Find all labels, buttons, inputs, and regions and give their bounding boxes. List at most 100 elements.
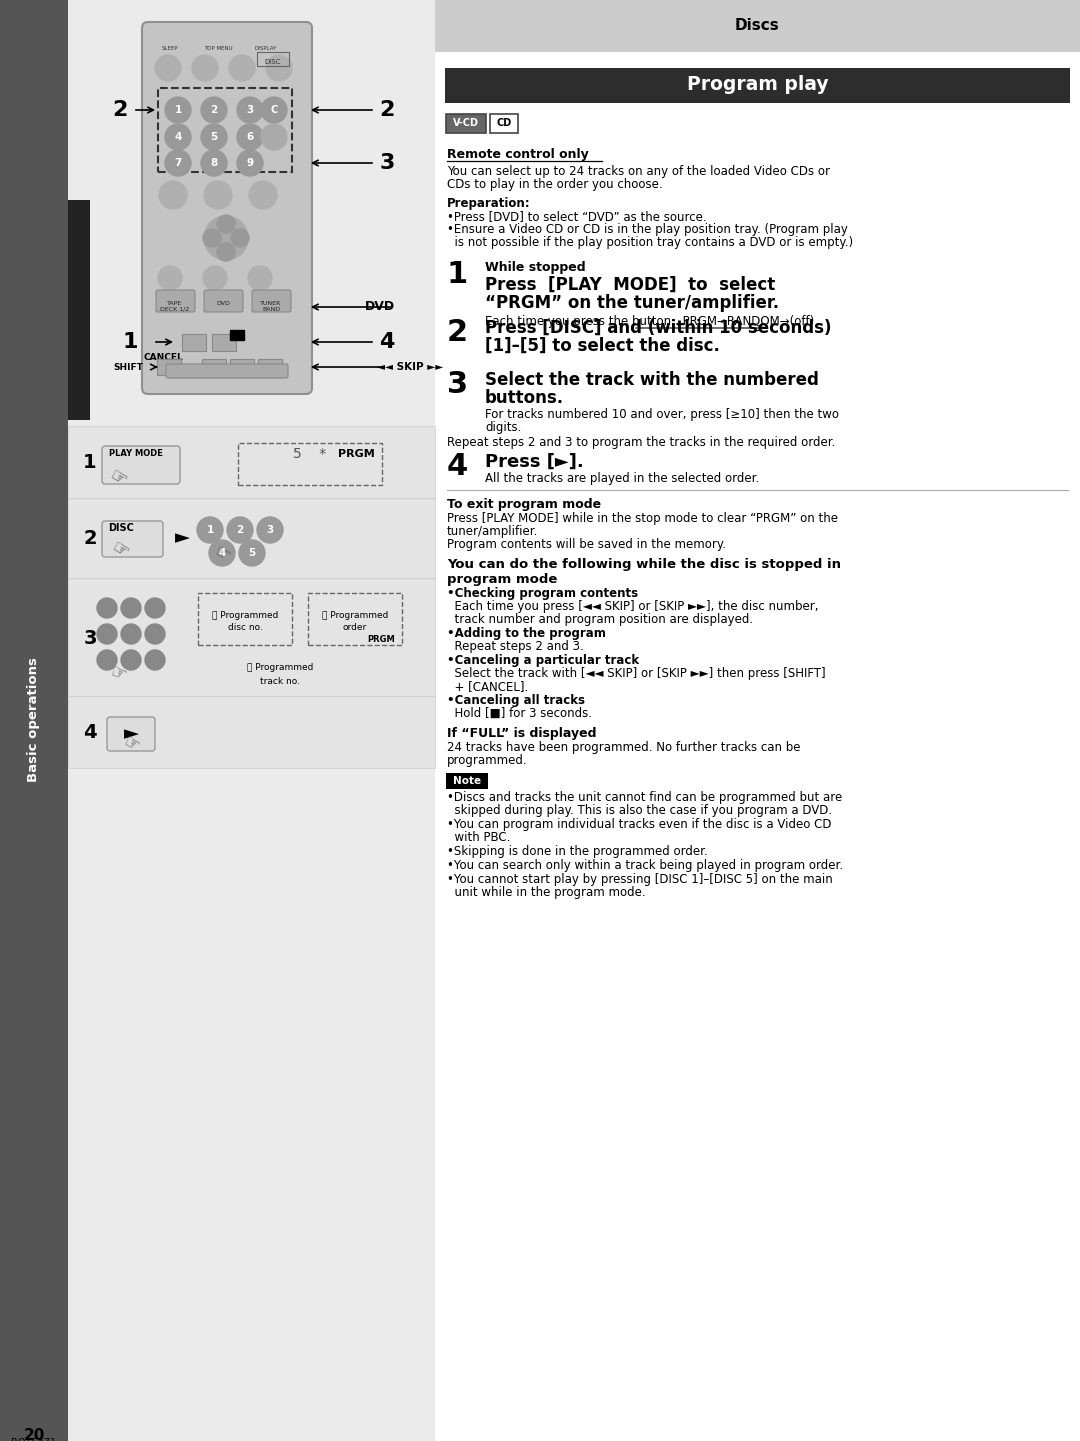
Text: program mode: program mode bbox=[447, 574, 557, 586]
Circle shape bbox=[121, 624, 141, 644]
FancyBboxPatch shape bbox=[68, 696, 435, 768]
FancyBboxPatch shape bbox=[212, 334, 237, 352]
Circle shape bbox=[97, 624, 117, 644]
Text: •You cannot start play by pressing [DISC 1]–[DISC 5] on the main: •You cannot start play by pressing [DISC… bbox=[447, 873, 833, 886]
Circle shape bbox=[229, 55, 255, 81]
Text: TAPE
DECK 1/2: TAPE DECK 1/2 bbox=[160, 301, 190, 311]
Text: 5    *: 5 * bbox=[294, 447, 326, 461]
FancyBboxPatch shape bbox=[446, 114, 486, 133]
FancyBboxPatch shape bbox=[445, 68, 1070, 102]
FancyBboxPatch shape bbox=[141, 22, 312, 393]
FancyBboxPatch shape bbox=[107, 718, 156, 751]
FancyBboxPatch shape bbox=[157, 359, 181, 375]
FancyBboxPatch shape bbox=[68, 200, 90, 419]
Text: ☞: ☞ bbox=[106, 465, 131, 490]
Circle shape bbox=[192, 55, 218, 81]
Text: •Adding to the program: •Adding to the program bbox=[447, 627, 606, 640]
FancyBboxPatch shape bbox=[435, 0, 1080, 1441]
Circle shape bbox=[145, 598, 165, 618]
Text: 2: 2 bbox=[211, 105, 218, 115]
Text: •You can program individual tracks even if the disc is a Video CD: •You can program individual tracks even … bbox=[447, 818, 832, 831]
FancyBboxPatch shape bbox=[102, 522, 163, 558]
Text: 1: 1 bbox=[122, 331, 138, 352]
Text: ◄◄ SKIP ►►: ◄◄ SKIP ►► bbox=[377, 362, 443, 372]
Text: CD: CD bbox=[497, 118, 512, 128]
Text: 4: 4 bbox=[218, 548, 226, 558]
Text: with PBC.: with PBC. bbox=[447, 831, 511, 844]
FancyBboxPatch shape bbox=[258, 359, 282, 375]
Text: PRGM: PRGM bbox=[367, 635, 395, 644]
Text: V-CD: V-CD bbox=[453, 118, 480, 128]
Text: •Checking program contents: •Checking program contents bbox=[447, 586, 638, 599]
FancyBboxPatch shape bbox=[435, 0, 1080, 52]
Circle shape bbox=[237, 124, 264, 150]
Text: Repeat steps 2 and 3 to program the tracks in the required order.: Repeat steps 2 and 3 to program the trac… bbox=[447, 437, 835, 450]
FancyBboxPatch shape bbox=[102, 447, 180, 484]
FancyBboxPatch shape bbox=[490, 114, 518, 133]
Text: TOP MENU: TOP MENU bbox=[204, 46, 232, 50]
Text: 20: 20 bbox=[24, 1428, 44, 1441]
Text: RQT5471: RQT5471 bbox=[12, 1438, 56, 1441]
Text: [1]–[5] to select the disc.: [1]–[5] to select the disc. bbox=[485, 337, 720, 354]
Circle shape bbox=[165, 97, 191, 122]
Circle shape bbox=[197, 517, 222, 543]
Text: Ⓐ Programmed: Ⓐ Programmed bbox=[212, 611, 279, 621]
Text: PRGM: PRGM bbox=[338, 450, 375, 460]
Circle shape bbox=[121, 650, 141, 670]
Text: disc no.: disc no. bbox=[228, 624, 262, 633]
Text: ☞: ☞ bbox=[108, 537, 133, 562]
Text: DISC: DISC bbox=[265, 59, 281, 65]
Text: 2: 2 bbox=[83, 529, 97, 548]
Circle shape bbox=[145, 650, 165, 670]
Text: 2: 2 bbox=[112, 99, 127, 120]
Text: Discs: Discs bbox=[735, 19, 780, 33]
Text: DVD: DVD bbox=[365, 301, 395, 314]
Circle shape bbox=[237, 150, 264, 176]
Text: 1: 1 bbox=[206, 525, 214, 535]
Circle shape bbox=[145, 624, 165, 644]
Text: Each time you press [◄◄ SKIP] or [SKIP ►►], the disc number,: Each time you press [◄◄ SKIP] or [SKIP ►… bbox=[447, 599, 819, 612]
Text: To exit program mode: To exit program mode bbox=[447, 499, 602, 512]
Text: 4: 4 bbox=[174, 133, 181, 143]
Text: For tracks numbered 10 and over, press [≥10] then the two: For tracks numbered 10 and over, press [… bbox=[485, 408, 839, 421]
Text: Each time you press the button:  PRGM→RANDOM→(off): Each time you press the button: PRGM→RAN… bbox=[485, 316, 814, 329]
Text: 3: 3 bbox=[267, 525, 273, 535]
Text: •Discs and tracks the unit cannot find can be programmed but are: •Discs and tracks the unit cannot find c… bbox=[447, 791, 842, 804]
Text: ►: ► bbox=[175, 529, 189, 548]
Circle shape bbox=[257, 517, 283, 543]
Text: unit while in the program mode.: unit while in the program mode. bbox=[447, 886, 646, 899]
Text: track number and program position are displayed.: track number and program position are di… bbox=[447, 612, 753, 625]
Text: ☞: ☞ bbox=[107, 661, 129, 684]
Text: Program play: Program play bbox=[687, 75, 828, 95]
Text: ☞: ☞ bbox=[211, 542, 233, 566]
Circle shape bbox=[266, 55, 292, 81]
Bar bbox=[230, 330, 244, 340]
Circle shape bbox=[204, 216, 248, 259]
Circle shape bbox=[204, 182, 232, 209]
Text: 8: 8 bbox=[211, 159, 218, 169]
Text: Ⓒ Programmed: Ⓒ Programmed bbox=[322, 611, 388, 621]
Text: Press  [PLAY  MODE]  to  select: Press [PLAY MODE] to select bbox=[485, 277, 775, 294]
Text: SLEEP: SLEEP bbox=[162, 46, 178, 50]
Text: PLAY MODE: PLAY MODE bbox=[109, 450, 163, 458]
Text: ☞: ☞ bbox=[120, 732, 143, 757]
Text: 3: 3 bbox=[379, 153, 394, 173]
Text: 7: 7 bbox=[174, 159, 181, 169]
Circle shape bbox=[248, 267, 272, 290]
FancyBboxPatch shape bbox=[230, 359, 254, 375]
Text: Press [PLAY MODE] while in the stop mode to clear “PRGM” on the: Press [PLAY MODE] while in the stop mode… bbox=[447, 512, 838, 525]
Text: You can select up to 24 tracks on any of the loaded Video CDs or: You can select up to 24 tracks on any of… bbox=[447, 166, 831, 179]
FancyBboxPatch shape bbox=[183, 334, 206, 352]
FancyBboxPatch shape bbox=[68, 0, 435, 1441]
Text: 2: 2 bbox=[379, 99, 394, 120]
Text: DVD: DVD bbox=[216, 301, 230, 305]
Circle shape bbox=[261, 124, 287, 150]
Circle shape bbox=[261, 97, 287, 122]
Text: DISPLAY: DISPLAY bbox=[255, 46, 278, 50]
FancyBboxPatch shape bbox=[446, 772, 488, 790]
Text: Preparation:: Preparation: bbox=[447, 197, 530, 210]
Text: CDs to play in the order you choose.: CDs to play in the order you choose. bbox=[447, 179, 663, 192]
Circle shape bbox=[227, 517, 253, 543]
Text: While stopped: While stopped bbox=[485, 261, 585, 274]
Circle shape bbox=[165, 150, 191, 176]
